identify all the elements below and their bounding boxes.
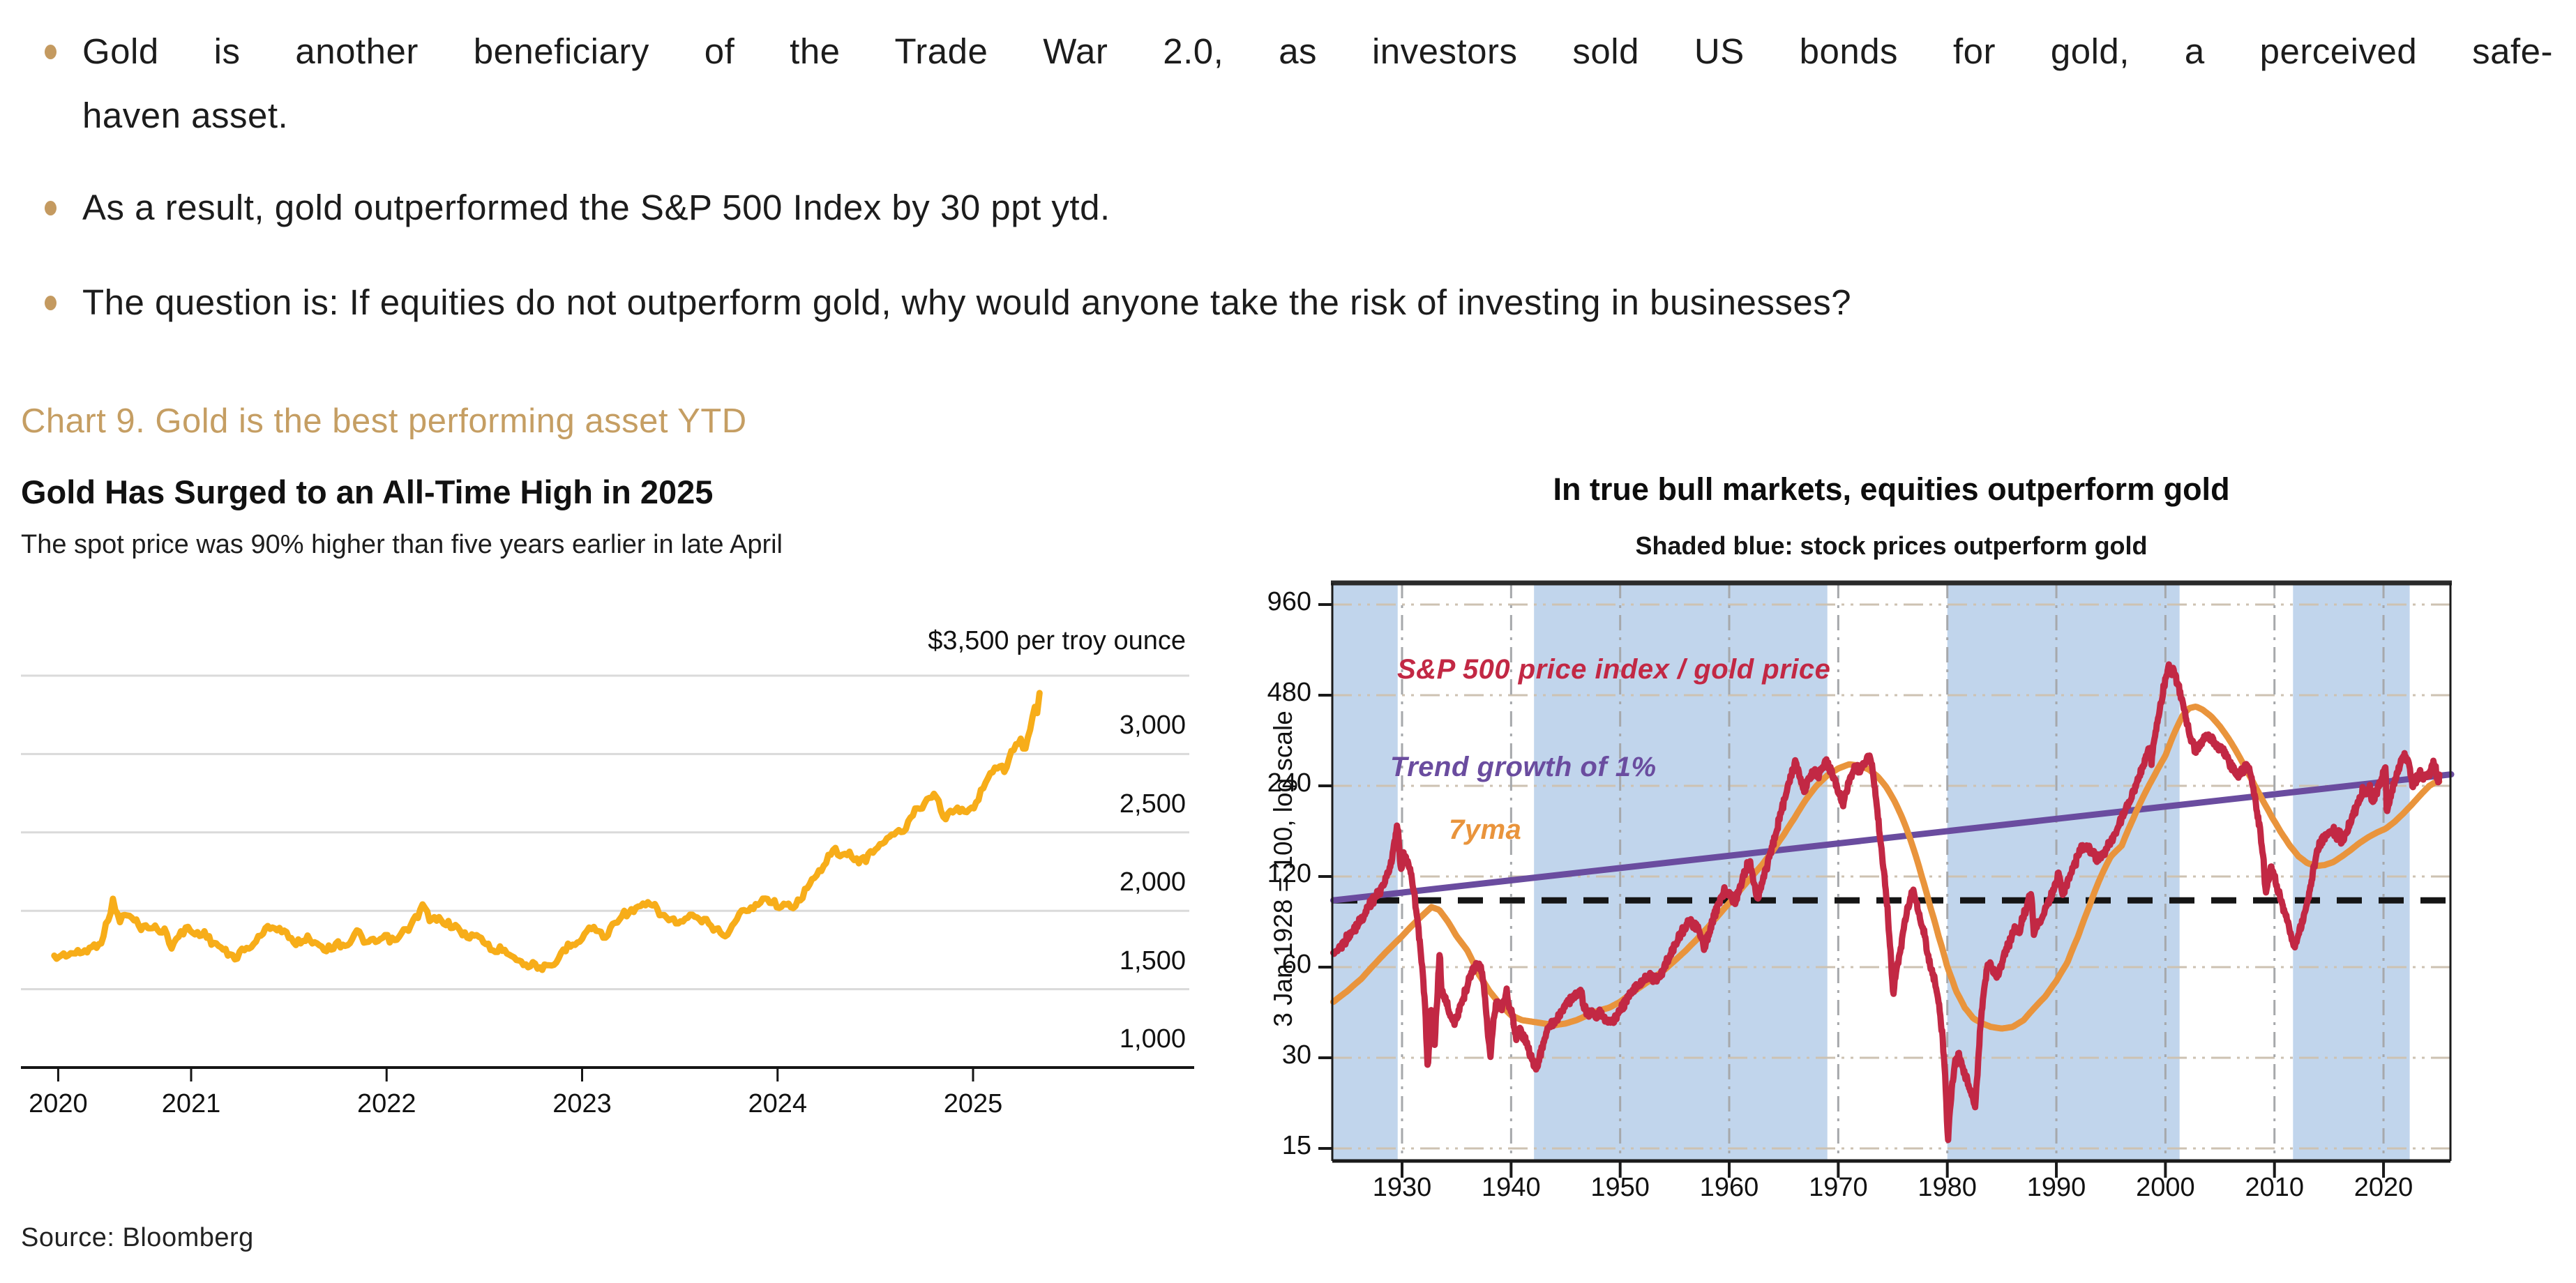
left-chart-title: Gold Has Surged to an All-Time High in 2… xyxy=(21,473,714,510)
right-x-tick-label: 1950 xyxy=(1590,1173,1650,1202)
left-x-tick-label: 2021 xyxy=(161,1089,221,1118)
left-x-tick-label: 2022 xyxy=(356,1089,416,1118)
left-x-tick-label: 2025 xyxy=(943,1089,1003,1118)
bullet-dot-icon xyxy=(45,201,57,215)
right-x-tick-label: 1960 xyxy=(1699,1173,1759,1202)
bullet-dot-icon xyxy=(45,45,57,59)
right-y-tick-label: 120 xyxy=(1267,859,1311,888)
gold-price-line xyxy=(51,690,1043,973)
left-x-tick-label: 2020 xyxy=(29,1089,88,1118)
left-y-tick-label: 2,000 xyxy=(1119,867,1186,897)
right-x-tick-label: 2000 xyxy=(2136,1173,2195,1202)
right-x-tick-label: 2020 xyxy=(2353,1173,2413,1202)
left-y-tick-label: 3,000 xyxy=(1119,711,1186,741)
right-x-tick-label: 1980 xyxy=(1918,1173,1977,1202)
left-y-tick-label: 2,500 xyxy=(1119,789,1186,819)
right-y-tick-label: 960 xyxy=(1267,587,1311,616)
source-note: Source: Bloomberg xyxy=(21,1223,254,1252)
left-chart-subtitle: The spot price was 90% higher than five … xyxy=(21,530,783,559)
sp500-gold-ratio-line xyxy=(1330,661,2443,1144)
legend-sp500-gold: S&P 500 price index / gold price xyxy=(1397,654,1831,685)
bullet-item-2: As a result, gold outperformed the S&P 5… xyxy=(0,176,2553,240)
right-y-tick-label: 15 xyxy=(1281,1131,1311,1160)
right-y-tick-label: 60 xyxy=(1281,950,1311,979)
bullet-2-text: As a result, gold outperformed the S&P 5… xyxy=(82,188,1110,227)
right-x-tick-label: 1940 xyxy=(1482,1173,1541,1202)
trend-growth-line xyxy=(1330,771,2455,904)
right-chart-title: In true bull markets, equities outperfor… xyxy=(1553,471,2230,507)
right-x-tick-label: 1990 xyxy=(2026,1173,2086,1202)
bullet-3-text: The question is: If equities do not outp… xyxy=(82,282,1852,322)
left-y-tick-label: 1,000 xyxy=(1119,1024,1186,1054)
right-y-tick-label: 240 xyxy=(1267,768,1311,798)
left-chart-annotation: $3,500 per troy ounce xyxy=(928,626,1186,655)
left-y-tick-label: 1,500 xyxy=(1119,946,1186,975)
section-heading: Chart 9. Gold is the best performing ass… xyxy=(21,402,747,440)
bullet-item-3: The question is: If equities do not outp… xyxy=(0,271,2553,335)
right-x-tick-label: 1930 xyxy=(1372,1173,1432,1202)
right-y-tick-label: 480 xyxy=(1267,678,1311,707)
legend-7yma: 7yma xyxy=(1449,814,1522,845)
right-x-tick-label: 1970 xyxy=(1809,1173,1868,1202)
legend-trend-growth: Trend growth of 1% xyxy=(1390,752,1657,782)
right-chart-subtitle: Shaded blue: stock prices outperform gol… xyxy=(1635,531,2148,560)
left-x-tick-label: 2023 xyxy=(552,1089,612,1118)
left-x-tick-label: 2024 xyxy=(748,1089,808,1118)
outperform-band xyxy=(1947,585,2180,1160)
bullet-item-1: Gold is another beneficiary of the Trade… xyxy=(0,20,2553,148)
right-y-tick-label: 30 xyxy=(1281,1040,1311,1070)
bullet-1-line-1: Gold is another beneficiary of the Trade… xyxy=(82,31,2553,71)
right-x-tick-label: 2010 xyxy=(2245,1173,2304,1202)
bullet-dot-icon xyxy=(45,296,57,310)
bullet-1-line-2: haven asset. xyxy=(82,96,289,135)
